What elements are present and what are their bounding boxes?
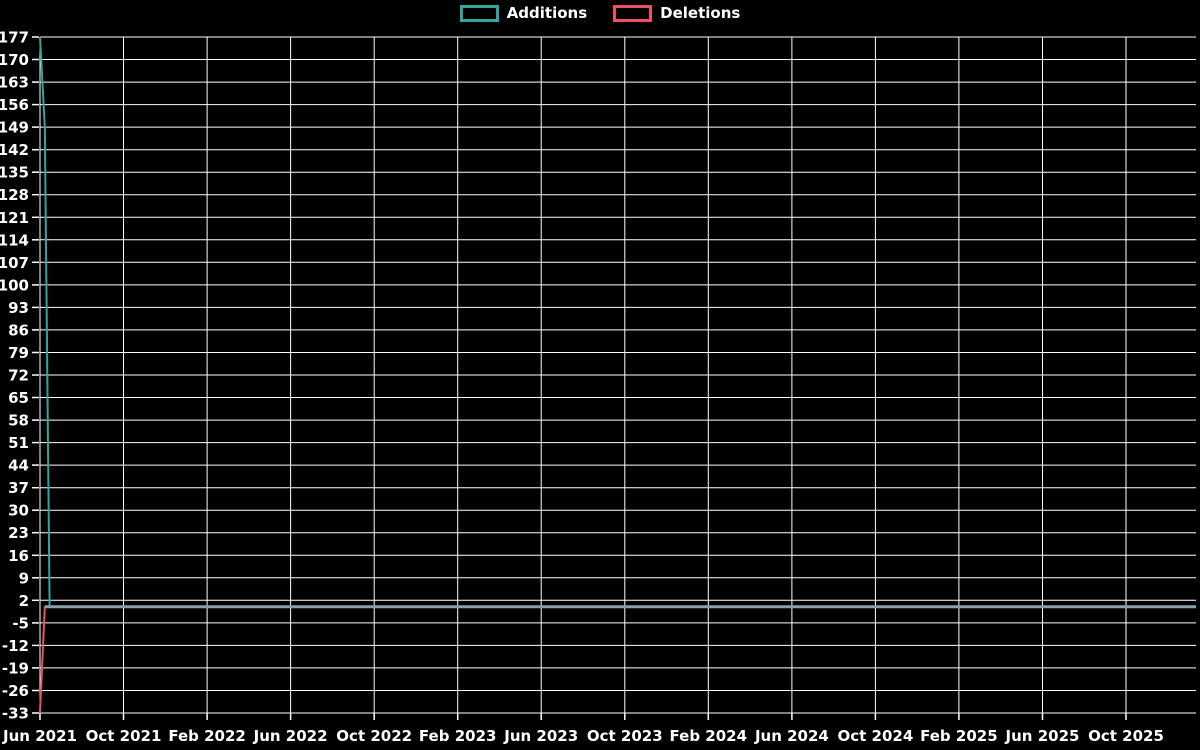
x-tick-label: Feb 2022 [168, 727, 246, 745]
y-tick-label: 65 [8, 389, 29, 407]
y-tick-label: 44 [8, 457, 29, 475]
legend-label-deletions: Deletions [660, 4, 741, 22]
y-tick-label: 107 [0, 254, 29, 272]
x-tick-label: Feb 2023 [419, 727, 497, 745]
y-tick-label: -26 [2, 682, 29, 700]
y-tick-label: -12 [2, 637, 29, 655]
y-tick-label: 79 [8, 344, 29, 362]
y-tick-label: 100 [0, 276, 29, 294]
legend-item-additions[interactable]: Additions [459, 4, 588, 22]
y-tick-label: 16 [8, 547, 29, 565]
y-tick-label: 30 [8, 502, 29, 520]
legend-label-additions: Additions [506, 4, 588, 22]
legend-swatch-additions [459, 5, 499, 22]
x-tick-label: Jun 2025 [1005, 727, 1080, 745]
y-tick-label: 135 [0, 164, 29, 182]
additions-line [39, 36, 1196, 608]
y-tick-label: -5 [12, 614, 29, 632]
y-tick-label: 9 [19, 569, 29, 587]
x-tick-label: Oct 2025 [1088, 727, 1164, 745]
y-tick-label: 2 [19, 592, 29, 610]
x-tick-label: Oct 2024 [838, 727, 914, 745]
x-tick-label: Jun 2023 [503, 727, 578, 745]
y-tick-label: 177 [0, 29, 29, 47]
x-tick-label: Jun 2024 [754, 727, 829, 745]
y-tick-label: -33 [2, 705, 29, 723]
y-tick-label: 51 [8, 434, 29, 452]
y-tick-label: 114 [0, 231, 29, 249]
y-tick-label: 121 [0, 209, 29, 227]
chart-legend: Additions Deletions [0, 5, 1200, 22]
y-tick-label: 37 [8, 479, 29, 497]
y-tick-label: 170 [0, 51, 29, 69]
y-tick-label: 163 [0, 74, 29, 92]
y-tick-label: 23 [8, 524, 29, 542]
x-tick-label: Oct 2022 [336, 727, 412, 745]
legend-item-deletions[interactable]: Deletions [613, 5, 740, 22]
x-tick-label: Oct 2021 [86, 727, 162, 745]
x-tick-label: Jun 2022 [253, 727, 328, 745]
x-tick-label: Feb 2024 [670, 727, 748, 745]
x-tick-label: Jun 2021 [2, 727, 77, 745]
y-tick-label: 149 [0, 119, 29, 137]
y-tick-label: 156 [0, 96, 29, 114]
y-tick-label: 128 [0, 186, 29, 204]
y-tick-label: -19 [2, 659, 29, 677]
x-tick-label: Feb 2025 [920, 727, 998, 745]
x-tick-label: Oct 2023 [587, 727, 663, 745]
y-tick-label: 72 [8, 367, 29, 385]
y-tick-label: 93 [8, 299, 29, 317]
y-tick-label: 142 [0, 141, 29, 159]
legend-swatch-deletions [613, 5, 653, 22]
y-tick-label: 58 [8, 412, 29, 430]
y-tick-label: 86 [8, 321, 29, 339]
